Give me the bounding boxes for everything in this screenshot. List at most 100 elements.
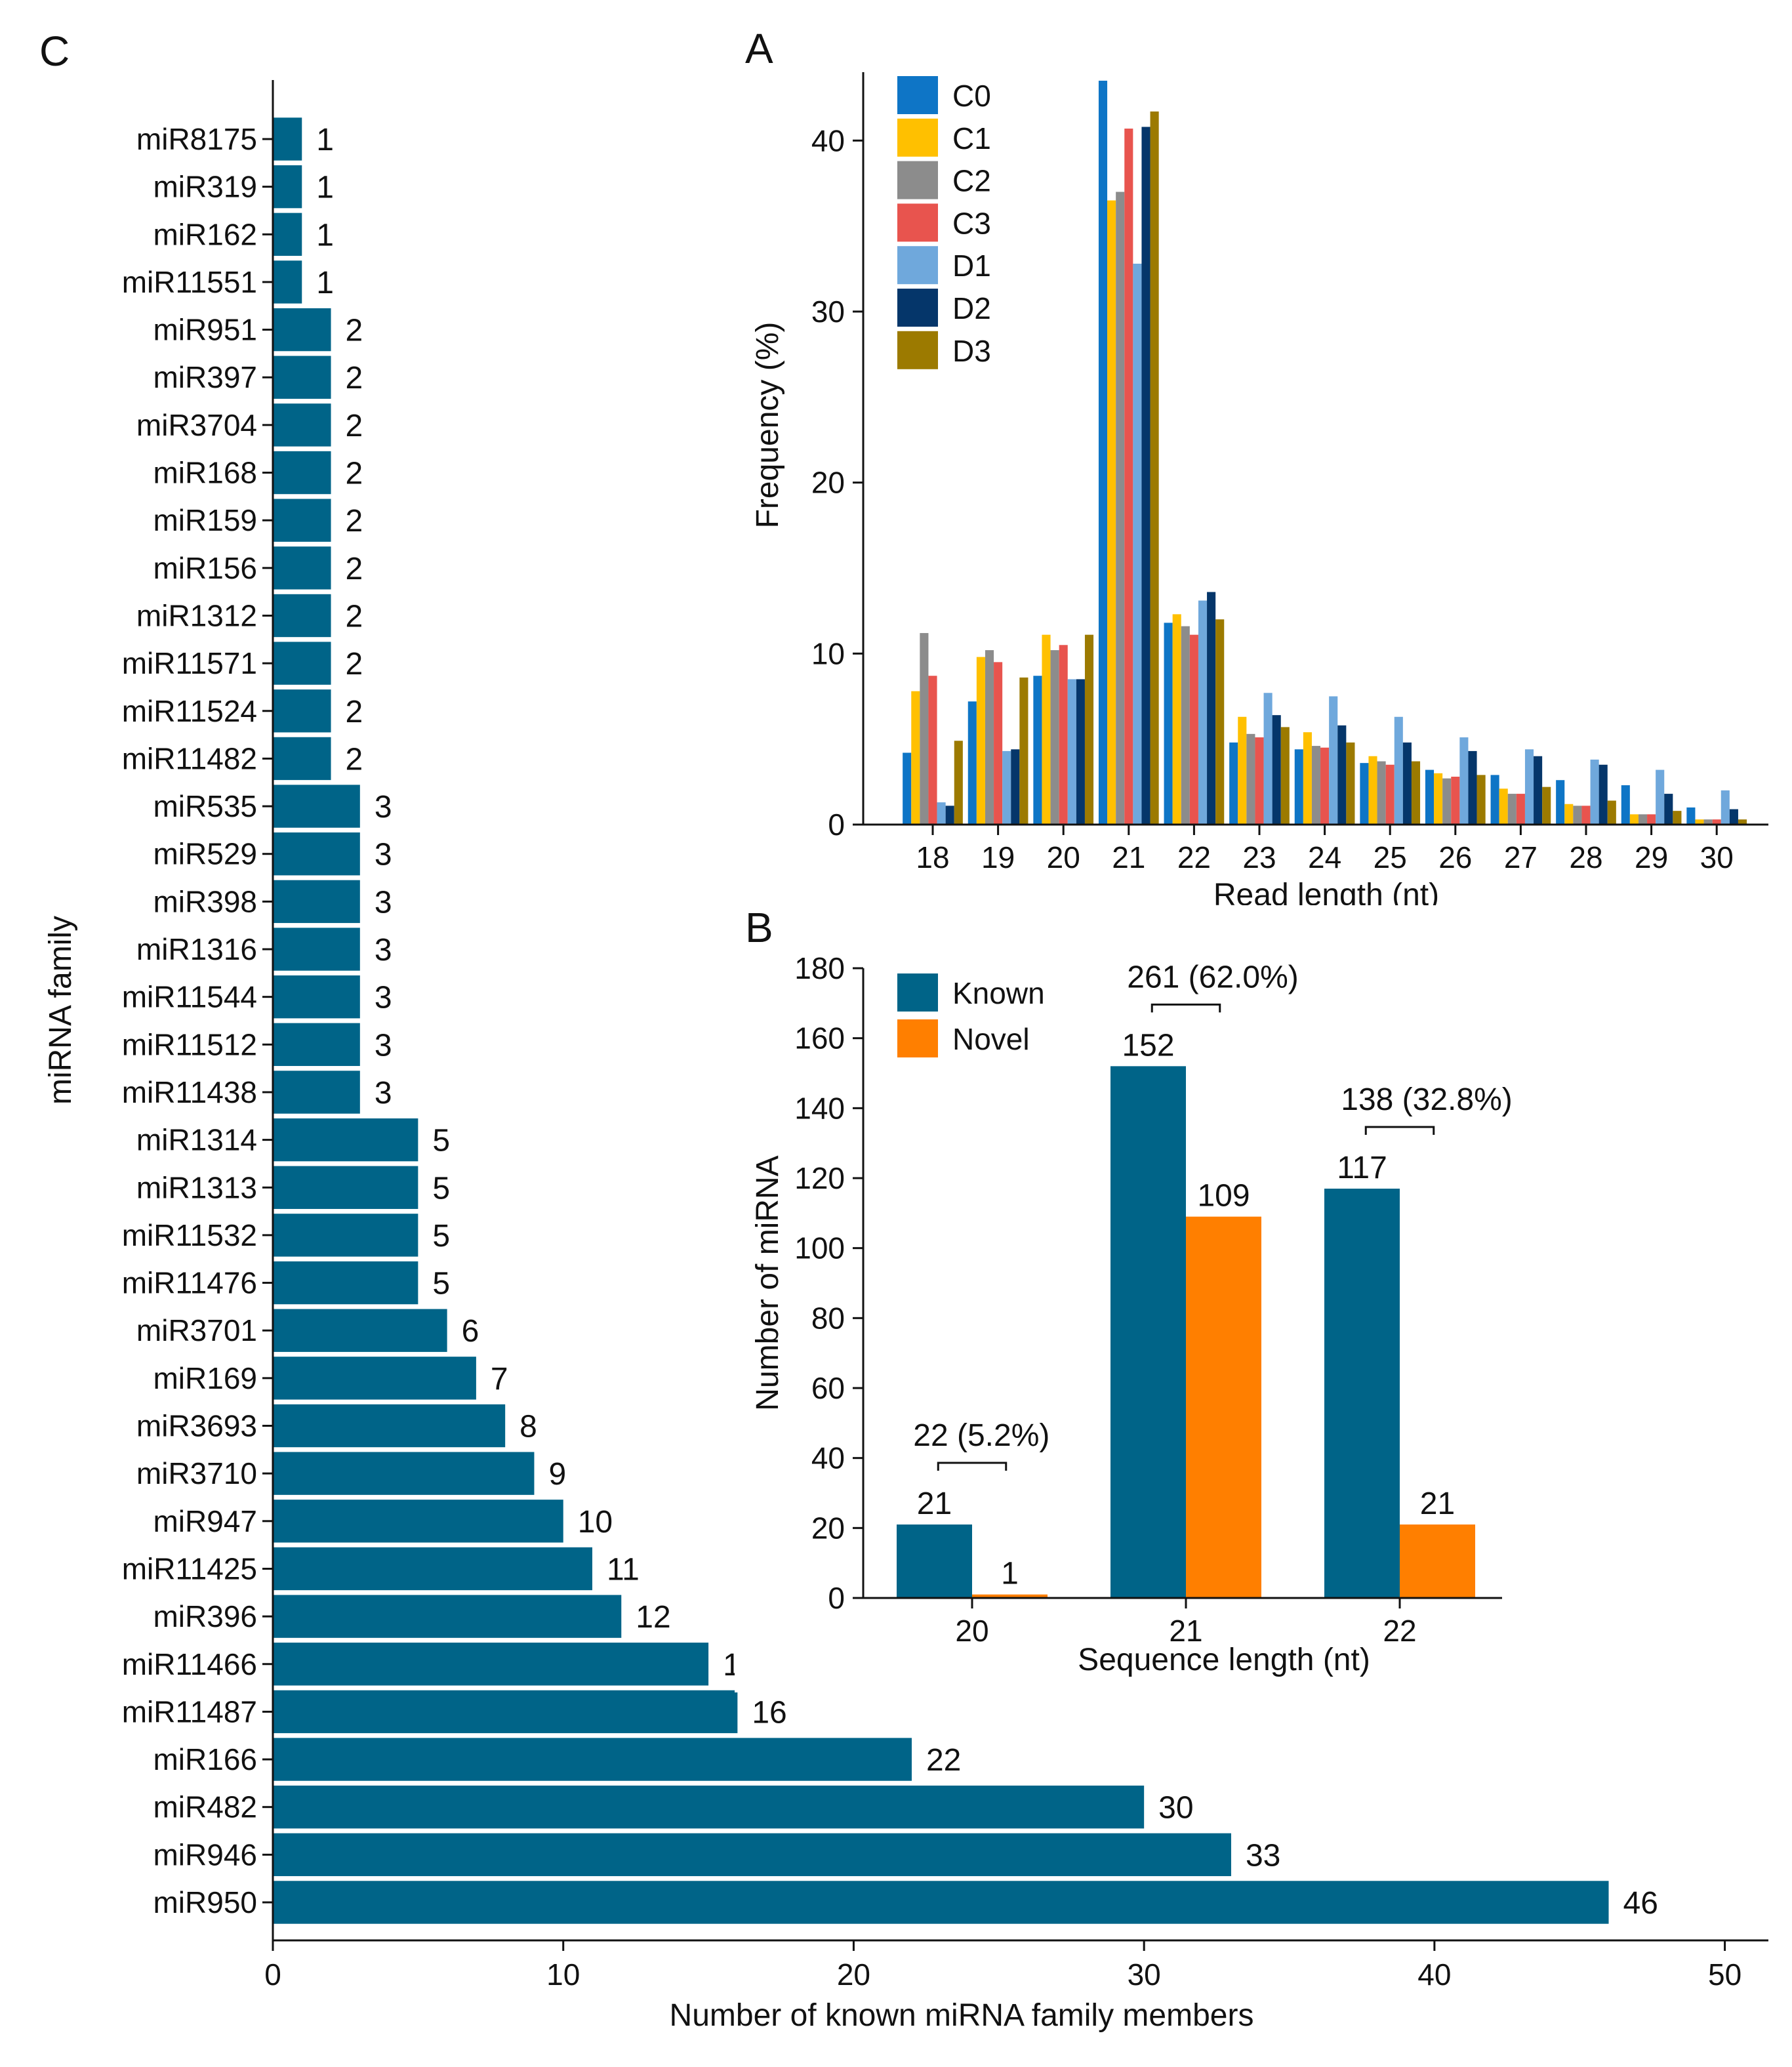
value-label-novel-22: 21 <box>1420 1486 1455 1521</box>
bar-mir319 <box>273 165 302 209</box>
bar-mir1316 <box>273 928 360 971</box>
a-y-tick-label-10: 10 <box>811 636 845 670</box>
value-label-mir1314: 5 <box>432 1124 450 1158</box>
category-label-mir397: miR397 <box>153 360 257 394</box>
legend-swatch-d3 <box>897 331 938 369</box>
value-label-mir946: 33 <box>1246 1838 1280 1873</box>
bar-d2-29 <box>1664 794 1673 825</box>
category-label-mir11438: miR11438 <box>122 1075 257 1109</box>
bar-d3-26 <box>1476 775 1486 825</box>
bar-mir8175 <box>273 117 302 161</box>
value-label-mir11425: 11 <box>607 1552 640 1587</box>
bar-c1-21 <box>1107 200 1116 825</box>
bar-d3-30 <box>1738 819 1747 825</box>
bar-mir166 <box>273 1738 912 1781</box>
bar-c1-27 <box>1499 788 1508 825</box>
a-x-tick-label-20: 20 <box>1047 840 1080 874</box>
bar-mir11544 <box>273 975 360 1019</box>
value-label-mir11524: 2 <box>346 695 363 729</box>
bar-mir11524 <box>273 689 331 733</box>
bar-c0-25 <box>1360 763 1369 825</box>
category-label-mir11512: miR11512 <box>122 1027 257 1061</box>
bar-mir11571 <box>273 642 331 685</box>
value-label-mir11512: 3 <box>375 1028 392 1063</box>
value-label-mir166: 22 <box>926 1743 961 1778</box>
bar-c1-28 <box>1564 804 1574 825</box>
b-y-tick-label-60: 60 <box>811 1371 845 1405</box>
value-label-mir162: 1 <box>316 218 334 253</box>
b-y-tick-label-0: 0 <box>828 1581 845 1615</box>
bar-c2-22 <box>1181 626 1190 825</box>
legend-label-c1: C1 <box>952 121 991 155</box>
bar-novel-22 <box>1400 1525 1475 1598</box>
bar-mir529 <box>273 832 360 876</box>
b-y-tick-label-180: 180 <box>794 951 845 985</box>
bar-c3-23 <box>1255 737 1264 825</box>
b-x-tick-label-21: 21 <box>1169 1614 1202 1648</box>
bar-c1-26 <box>1434 773 1443 825</box>
legend-label-c3: C3 <box>952 206 991 240</box>
value-label-mir3710: 9 <box>548 1457 566 1492</box>
bar-c0-22 <box>1164 623 1173 825</box>
bar-mir11551 <box>273 260 302 304</box>
bar-d1-29 <box>1656 769 1665 825</box>
category-label-mir1312: miR1312 <box>136 598 257 632</box>
value-label-mir397: 2 <box>346 361 363 396</box>
category-label-mir11532: miR11532 <box>122 1218 257 1252</box>
value-label-mir529: 3 <box>375 838 392 872</box>
bar-c3-19 <box>994 662 1003 825</box>
c-x-tick-label-10: 10 <box>546 1957 580 1992</box>
category-label-mir3701: miR3701 <box>136 1313 257 1347</box>
b-y-tick-label-80: 80 <box>811 1301 845 1335</box>
value-label-known-21: 152 <box>1122 1028 1174 1063</box>
value-label-mir169: 7 <box>491 1362 508 1397</box>
category-label-mir319: miR319 <box>153 170 257 204</box>
category-label-mir482: miR482 <box>153 1790 257 1824</box>
bar-mir951 <box>273 308 331 352</box>
bracket-22 <box>1364 1126 1435 1135</box>
bar-d1-25 <box>1394 716 1403 825</box>
bar-d3-24 <box>1346 742 1355 825</box>
bar-c1-19 <box>976 657 985 825</box>
bar-c2-27 <box>1507 794 1517 825</box>
bar-d2-27 <box>1534 756 1543 825</box>
bar-c3-26 <box>1451 777 1460 825</box>
bar-mir1313 <box>273 1166 418 1209</box>
bar-c3-21 <box>1124 129 1133 825</box>
value-label-mir11476: 5 <box>432 1267 450 1301</box>
category-label-mir11482: miR11482 <box>122 741 257 775</box>
legend-swatch-c1 <box>897 118 938 157</box>
bar-d3-29 <box>1673 811 1682 825</box>
bar-d3-21 <box>1150 111 1159 825</box>
bar-d3-25 <box>1411 761 1421 825</box>
value-label-known-20: 21 <box>917 1486 952 1521</box>
category-label-mir946: miR946 <box>153 1837 257 1872</box>
bar-c2-20 <box>1050 650 1059 825</box>
bar-c1-23 <box>1238 716 1247 825</box>
bar-d2-28 <box>1599 764 1608 825</box>
b-y-tick-label-140: 140 <box>794 1091 845 1125</box>
bar-c2-30 <box>1703 819 1713 825</box>
value-label-mir11532: 5 <box>432 1219 450 1254</box>
legend-swatch-c0 <box>897 76 938 114</box>
category-label-mir159: miR159 <box>153 503 257 537</box>
category-label-mir11466: miR11466 <box>122 1647 257 1681</box>
bar-c0-27 <box>1490 775 1499 825</box>
bar-d1-26 <box>1459 737 1469 825</box>
value-label-mir11487: 16 <box>752 1695 786 1730</box>
a-x-tick-label-25: 25 <box>1374 840 1407 874</box>
legend-swatch-c3 <box>897 203 938 242</box>
bar-mir1314 <box>273 1118 418 1162</box>
bar-mir11425 <box>273 1547 592 1591</box>
category-label-mir950: miR950 <box>153 1885 257 1919</box>
bar-mir162 <box>273 213 302 256</box>
category-label-mir3693: miR3693 <box>136 1409 257 1443</box>
c-x-tick-label-20: 20 <box>837 1957 870 1992</box>
category-label-mir1316: miR1316 <box>136 932 257 966</box>
legend-label-d1: D1 <box>952 249 991 283</box>
bar-mir482 <box>273 1786 1145 1829</box>
category-label-mir8175: miR8175 <box>136 122 257 156</box>
bar-c0-24 <box>1294 749 1303 825</box>
bar-c2-23 <box>1246 733 1255 825</box>
bar-c2-26 <box>1442 778 1452 825</box>
